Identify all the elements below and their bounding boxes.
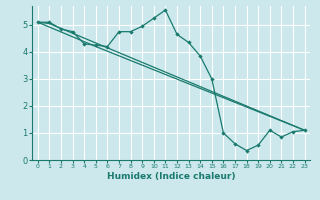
X-axis label: Humidex (Indice chaleur): Humidex (Indice chaleur): [107, 172, 236, 181]
